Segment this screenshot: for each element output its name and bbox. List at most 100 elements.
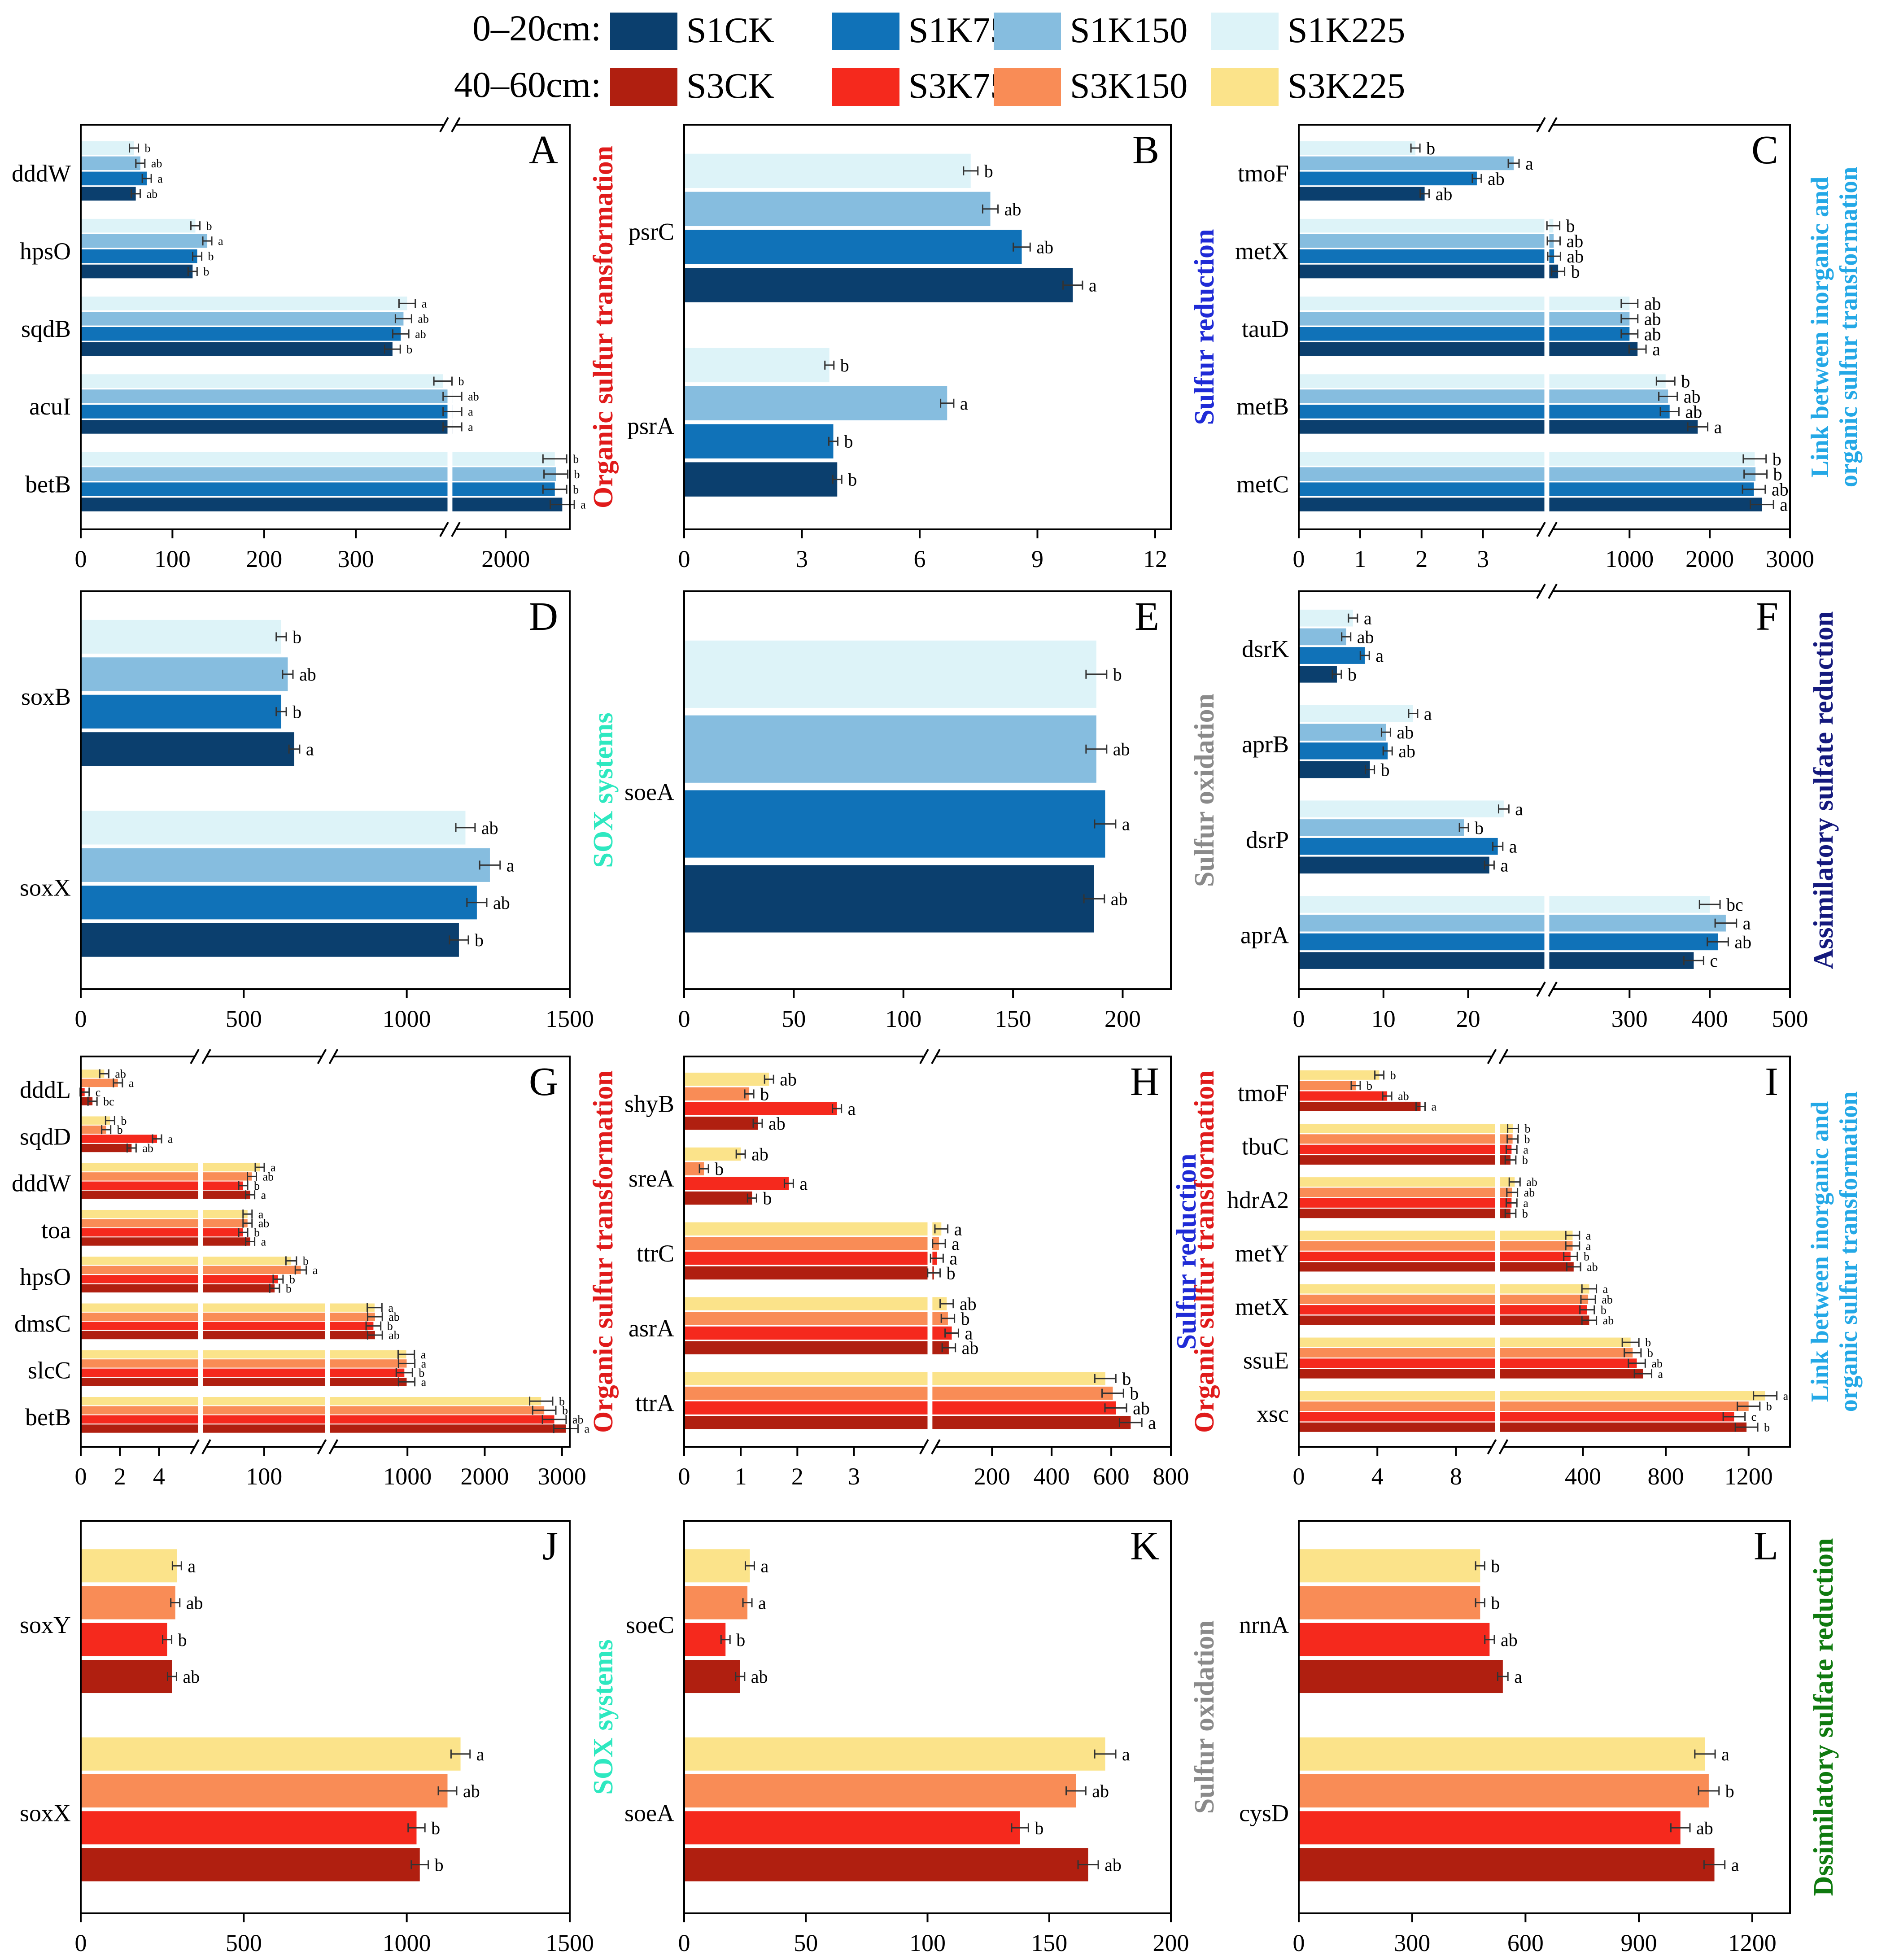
bar-break-gap xyxy=(1495,1422,1500,1432)
bar-metX-S1K75 xyxy=(1299,249,1554,263)
bar-break-gap xyxy=(325,1414,330,1424)
bar-metC-S1K75 xyxy=(1299,482,1754,496)
legend-label-S3K150: S3K150 xyxy=(1070,66,1187,106)
bar-break-gap xyxy=(198,1303,203,1312)
significance-letter: a xyxy=(1603,1283,1608,1296)
bar-metY-S3K225 xyxy=(1299,1231,1573,1240)
axis-break-mark xyxy=(451,117,461,132)
significance-letter: a xyxy=(261,1235,266,1248)
bar-break-gap xyxy=(1544,952,1550,969)
bar-break-gap xyxy=(927,1401,933,1415)
category-label: sqdD xyxy=(20,1123,71,1150)
significance-letter: a xyxy=(271,1161,276,1174)
bar-break-gap xyxy=(198,1190,203,1200)
significance-letter: ab xyxy=(780,1069,797,1090)
significance-letter: b xyxy=(1522,1154,1528,1167)
bar-break-gap xyxy=(198,1162,203,1172)
x-tick-label: 0 xyxy=(1293,1005,1305,1032)
bar-sqdD-S3K225 xyxy=(81,1116,110,1125)
significance-letter: ab xyxy=(1004,199,1022,219)
bar-cysD-S3K225 xyxy=(1299,1737,1705,1771)
x-tick-label: 12 xyxy=(1143,546,1167,572)
x-tick-label: 1500 xyxy=(546,1005,594,1032)
bar-slcC-S3K75 xyxy=(81,1368,405,1377)
bar-hdrA2-S3K75 xyxy=(1299,1198,1512,1208)
significance-letter: b xyxy=(1524,1122,1530,1135)
significance-letter: a xyxy=(1122,814,1130,834)
bar-ssuE-S3K225 xyxy=(1299,1337,1631,1347)
plot-frame xyxy=(1298,1056,1791,1448)
bar-metY-S3CK xyxy=(1299,1262,1574,1272)
significance-letter: a xyxy=(799,1174,808,1194)
bar-break-gap xyxy=(1544,933,1550,951)
significance-letter: b xyxy=(1491,1556,1500,1576)
significance-letter: c xyxy=(96,1086,101,1099)
bar-soxB-S1K150 xyxy=(81,657,288,691)
bar-break-gap xyxy=(198,1424,203,1433)
bar-slcC-S3K225 xyxy=(81,1350,406,1359)
significance-letter: b xyxy=(573,453,579,466)
significance-letter: b xyxy=(1766,1400,1772,1413)
significance-letter: ab xyxy=(147,188,158,201)
bar-break-gap xyxy=(198,1312,203,1322)
significance-letter: b xyxy=(1773,464,1782,485)
x-tick-label: 800 xyxy=(1153,1463,1189,1490)
category-label: psrC xyxy=(629,218,674,245)
bar-dddW-S3K225 xyxy=(81,1163,260,1172)
category-label: dsrK xyxy=(1242,635,1289,662)
bar-metB-S1K225 xyxy=(1299,374,1666,388)
axis-break-mark xyxy=(1487,1439,1497,1454)
bar-ttrA-S3K75 xyxy=(684,1401,1116,1415)
significance-letter: b xyxy=(848,470,857,490)
significance-letter: b xyxy=(1381,760,1390,780)
significance-letter: ab xyxy=(493,893,510,913)
significance-letter: b xyxy=(559,1395,565,1408)
x-tick-label: 1000 xyxy=(383,1929,431,1956)
legend-label-S1K75: S1K75 xyxy=(908,11,1008,50)
significance-letter: a xyxy=(218,235,223,248)
bar-break-gap xyxy=(198,1256,203,1266)
bar-dsrK-S1K225 xyxy=(1299,609,1353,627)
axis-break-gap xyxy=(924,1444,935,1449)
significance-letter: bc xyxy=(103,1095,114,1108)
panel-side-label: Link between inorganic andorganic sulfur… xyxy=(1806,167,1863,488)
legend-label-S3K75: S3K75 xyxy=(908,66,1008,106)
legend-swatch-S1CK xyxy=(610,13,677,50)
significance-letter: b xyxy=(1571,262,1580,282)
axis-break-mark xyxy=(439,117,449,132)
category-label: sreA xyxy=(629,1165,674,1192)
bar-acuI-S1K150 xyxy=(81,389,453,403)
significance-letter: a xyxy=(1525,153,1533,174)
x-tick-label: 2000 xyxy=(460,1463,509,1490)
bar-soeC-S3K225 xyxy=(684,1549,750,1583)
axis-break-mark xyxy=(931,1439,941,1454)
axis-break-mark xyxy=(439,522,449,537)
bar-break-gap xyxy=(1544,249,1550,264)
bar-hpsO-S3K75 xyxy=(81,1275,278,1283)
significance-letter: a xyxy=(848,1099,856,1119)
bar-break-gap xyxy=(1495,1144,1500,1155)
bar-toa-S3K150 xyxy=(81,1219,248,1227)
bar-break-gap xyxy=(198,1368,203,1378)
legend: 0–20cm: 40–60cm: S1CK S1K75 S1K150 S1K225 S3… xyxy=(454,8,1405,106)
bar-soeA-S3CK xyxy=(684,1848,1088,1881)
significance-letter: ab xyxy=(960,1294,977,1314)
significance-letter: a xyxy=(1509,837,1517,857)
significance-letter: b xyxy=(1426,138,1435,158)
bar-sreA-S3K75 xyxy=(684,1177,789,1190)
axis-break-mark xyxy=(1536,117,1546,132)
bar-ssuE-S3K75 xyxy=(1299,1358,1637,1368)
x-tick-label: 4 xyxy=(153,1463,165,1490)
x-tick-label: 0 xyxy=(1293,1929,1305,1956)
bar-break-gap xyxy=(325,1424,330,1433)
significance-letter: ab xyxy=(751,1144,768,1165)
x-tick-label: 200 xyxy=(1153,1929,1189,1956)
bar-break-gap xyxy=(1495,1305,1500,1315)
significance-letter: ab xyxy=(1772,480,1789,500)
x-tick-label: 1000 xyxy=(383,1005,431,1032)
significance-letter: b xyxy=(760,1084,769,1104)
significance-letter: a xyxy=(1658,1367,1663,1380)
significance-letter: ab xyxy=(418,312,429,325)
panel-letter: G xyxy=(529,1060,558,1104)
